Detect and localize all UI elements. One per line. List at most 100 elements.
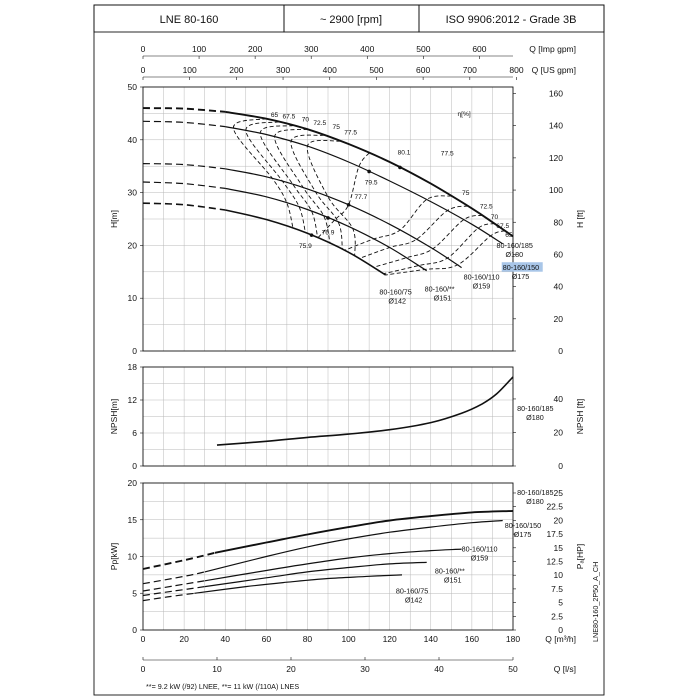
x-axis-label: Q [m³/h]	[545, 634, 576, 644]
y2-tick-label: 10	[554, 570, 564, 580]
efficiency-best-line	[317, 152, 370, 239]
efficiency-label: 76.9	[322, 229, 335, 236]
us-gpm-tick-label: 100	[183, 65, 197, 75]
y2-tick-label: 40	[554, 282, 564, 292]
us-gpm-tick-label: 800	[509, 65, 523, 75]
curve-label-dia: Ø142	[388, 297, 406, 306]
y-axis-label: Pp[kW]	[109, 543, 119, 570]
ls-tick-label: 50	[508, 664, 518, 674]
curve-80-160/110	[204, 548, 462, 582]
efficiency-label: 70	[302, 116, 310, 123]
power-chart: 0 5 10 15 20 0 2.5 5 7.5 10 12.5 15 17.5 20 22.5 25 Pp[k…	[109, 478, 585, 635]
y-tick-label: 18	[128, 362, 138, 372]
us-gpm-tick-label: 500	[369, 65, 383, 75]
us-gpm-tick-label: 300	[276, 65, 290, 75]
bep-marker	[346, 202, 351, 207]
efficiency-label: 70	[491, 214, 499, 221]
side-code: LNE80-160_2P50_A_CH	[591, 562, 600, 642]
curve-label-name: 80-160/150	[505, 521, 541, 530]
imp-gpm-tick-label: 400	[360, 44, 374, 54]
footnote: **= 9.2 kW (/92) LNEE, **= 11 kW (/110A)…	[146, 682, 299, 691]
efficiency-iso-line	[373, 214, 483, 268]
efficiency-iso-line	[245, 121, 306, 233]
y-tick-label: 10	[128, 293, 138, 303]
efficiency-axis-label: η[%]	[458, 111, 471, 118]
curve-label-name: 80-160/75	[396, 586, 428, 595]
ls-tick-label: 10	[212, 664, 222, 674]
bottom-flow-axes: 0 20 40 60 80 100 120 140 160 180 Q [m³/h] 0 10 20 30 4…	[141, 634, 576, 674]
efficiency-label: 77.7	[354, 194, 367, 201]
efficiency-label: 80.1	[398, 150, 411, 157]
imp-gpm-tick-label: 500	[416, 44, 430, 54]
us-gpm-tick-label: 600	[416, 65, 430, 75]
curve-label-dia: Ø180	[526, 497, 544, 506]
curve-label-name: 80-160/**	[435, 566, 465, 575]
curve-label-dia: Ø151	[444, 575, 462, 584]
header-standard: ISO 9906:2012 - Grade 3B	[446, 14, 577, 26]
y2-tick-label: 40	[554, 394, 564, 404]
ls-axis-label: Q [l/s]	[554, 664, 576, 674]
efficiency-iso-line	[274, 128, 331, 244]
curve-label-name: 80-160/150	[503, 263, 539, 272]
curve-80-160/185	[214, 509, 514, 554]
y-tick-label: 0	[132, 461, 137, 471]
curve-label-dia: Ø180	[526, 413, 544, 422]
y2-tick-label: 22.5	[546, 502, 563, 512]
curve-label-dia: Ø142	[405, 595, 423, 604]
header-cell-standard	[418, 4, 605, 33]
y2-tick-label: 0	[558, 461, 563, 471]
y2-tick-label: 160	[549, 89, 563, 99]
curve-label-name: 80-160/185	[517, 488, 553, 497]
y-tick-label: 20	[128, 478, 138, 488]
y-tick-label: 6	[132, 428, 137, 438]
imp-gpm-tick-label: 200	[248, 44, 262, 54]
efficiency-label: 77.5	[344, 130, 357, 137]
x-tick-label: 80	[303, 634, 313, 644]
ls-tick-label: 30	[360, 664, 370, 674]
header-model: LNE 80-160	[160, 14, 219, 26]
plot-frame	[142, 366, 514, 467]
x-tick-label: 120	[383, 634, 397, 644]
y2-tick-label: 100	[549, 185, 563, 195]
curve-dashed-80-160/185	[142, 551, 216, 570]
y2-tick-label: 17.5	[546, 529, 563, 539]
efficiency-label: 75	[462, 190, 470, 197]
curve-dashed-80-160/75	[142, 592, 195, 602]
imp-gpm-tick-label: 300	[304, 44, 318, 54]
efficiency-label: 72.5	[313, 120, 326, 127]
efficiency-iso-line	[306, 139, 356, 257]
y2-tick-label: 12.5	[546, 556, 563, 566]
curve-label-name: 80-160/185	[517, 404, 553, 413]
curve-80-160/185	[216, 376, 514, 446]
y-tick-label: 30	[128, 188, 138, 198]
us-gpm-axis-label: Q [US gpm]	[532, 65, 576, 75]
curve-label-highlight	[501, 262, 543, 272]
y2-axis-label: Pₐ[HP]	[575, 544, 585, 569]
curve-label-dia: Ø159	[471, 553, 489, 562]
bep-marker	[398, 165, 402, 170]
efficiency-label: 75	[333, 124, 341, 131]
y-tick-label: 15	[128, 515, 138, 525]
bep-marker	[309, 233, 314, 237]
y2-axis-label: NPSH [ft]	[575, 399, 585, 434]
x-tick-label: 60	[262, 634, 272, 644]
y2-tick-label: 140	[549, 121, 563, 131]
curve-label-name: 80-160/110	[462, 544, 498, 553]
y-tick-label: 12	[128, 395, 138, 405]
y-tick-label: 20	[128, 240, 138, 250]
curve-dashed-80-160/110	[142, 580, 205, 592]
curve-label-dia: Ø175	[514, 530, 532, 539]
y2-axis-label: H [ft]	[575, 210, 585, 228]
top-flow-axes: 0 100 200 300 400 500 600 0 100 200 300 400 500 600 70…	[141, 44, 576, 80]
y2-tick-label: 20	[554, 314, 564, 324]
curve-80-160/75	[225, 209, 387, 276]
x-tick-label: 140	[424, 634, 438, 644]
efficiency-label: 67.5	[283, 114, 296, 121]
efficiency-label: 72.5	[480, 203, 493, 210]
us-gpm-tick-label: 0	[141, 65, 146, 75]
y-tick-label: 0	[132, 346, 137, 356]
curve-80-160/**	[204, 561, 427, 588]
efficiency-label: 67.5	[496, 223, 509, 230]
x-tick-label: 40	[220, 634, 230, 644]
x-tick-label: 100	[341, 634, 355, 644]
